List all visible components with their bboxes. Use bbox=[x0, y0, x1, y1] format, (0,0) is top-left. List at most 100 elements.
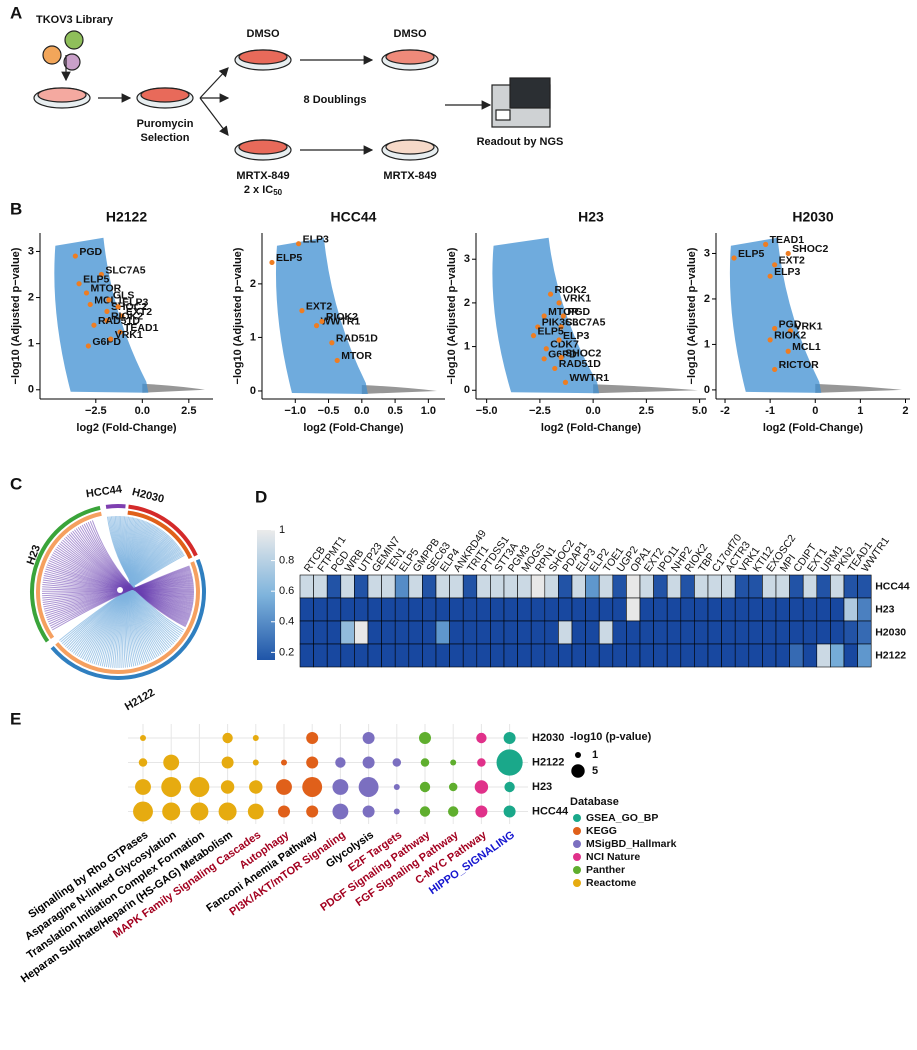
gene-point bbox=[562, 379, 569, 385]
x-tick-label: −0.5 bbox=[318, 405, 340, 417]
bubble bbox=[503, 732, 516, 744]
y-tick-label: 0 bbox=[704, 384, 710, 396]
heatmap-cell bbox=[422, 597, 437, 622]
row-label: HCC44 bbox=[875, 580, 910, 592]
x-tick-label: 0.0 bbox=[585, 405, 600, 417]
y-tick-label: 2 bbox=[464, 297, 470, 309]
gene-label: PGD bbox=[79, 246, 102, 258]
gene-point bbox=[787, 328, 794, 334]
gene-point bbox=[785, 250, 791, 257]
x-tick-label: -1 bbox=[765, 405, 775, 417]
heatmap-cell bbox=[408, 643, 423, 668]
x-tick-label: −1.0 bbox=[284, 405, 306, 417]
heatmap-cell bbox=[830, 574, 845, 599]
bubble bbox=[161, 777, 182, 797]
drug-label: MRTX-849 bbox=[236, 170, 289, 182]
gene-point bbox=[334, 357, 340, 364]
heatmap-cell bbox=[517, 574, 532, 599]
heatmap-cell bbox=[585, 643, 600, 668]
heatmap-cell bbox=[299, 574, 314, 599]
heatmap-cell bbox=[367, 597, 382, 622]
gene-point bbox=[319, 318, 325, 324]
heatmap-cell bbox=[748, 574, 763, 599]
bubble bbox=[474, 780, 489, 794]
heatmap-cell bbox=[435, 620, 450, 645]
gene-point bbox=[530, 333, 537, 339]
gene-point bbox=[535, 324, 541, 330]
gene-point bbox=[763, 241, 769, 247]
heatmap-cell bbox=[571, 597, 586, 622]
heatmap-cell bbox=[598, 643, 614, 668]
gene-point bbox=[72, 253, 78, 259]
bubble bbox=[222, 732, 233, 744]
heatmap-cell bbox=[544, 643, 559, 668]
gene-point bbox=[108, 336, 114, 342]
gene-label: G6PD bbox=[548, 349, 577, 361]
database-label: Panther bbox=[586, 864, 625, 876]
heatmap-cell bbox=[490, 643, 505, 668]
heatmap-cell bbox=[857, 620, 872, 645]
bubble bbox=[162, 802, 181, 821]
heatmap-cell bbox=[639, 643, 654, 668]
heatmap-cell bbox=[490, 597, 505, 622]
database-label: MSigBD_Hallmark bbox=[586, 838, 677, 850]
bubble bbox=[503, 805, 516, 818]
row-label: H23 bbox=[875, 603, 894, 615]
heatmap-cell bbox=[816, 620, 831, 645]
gene-label: ELP3 bbox=[774, 266, 800, 278]
gene-label: EXT2 bbox=[779, 255, 805, 267]
heatmap-cell bbox=[503, 620, 518, 645]
bubble bbox=[419, 732, 431, 744]
size-legend-label: 1 bbox=[592, 749, 598, 761]
gene-point bbox=[85, 343, 91, 349]
schematic-art bbox=[33, 30, 551, 161]
gene-point bbox=[541, 356, 547, 362]
colorbar bbox=[257, 530, 275, 660]
gene-label: MTOR bbox=[341, 350, 372, 362]
heatmap-cell bbox=[394, 574, 410, 599]
x-tick-label: 5.0 bbox=[692, 405, 707, 417]
x-tick-label: 0.5 bbox=[387, 405, 402, 417]
gene-label: PGD bbox=[779, 318, 802, 330]
bubble bbox=[306, 732, 319, 744]
y-tick-label: 0 bbox=[28, 384, 34, 396]
row-label: H2030 bbox=[875, 626, 906, 638]
heatmap-cell bbox=[313, 643, 328, 668]
bubble bbox=[276, 779, 292, 795]
heatmap-cell bbox=[367, 620, 382, 645]
heatmap-cell bbox=[354, 643, 369, 668]
gene-label: RIOK2 bbox=[774, 330, 806, 342]
heatmap-cell bbox=[666, 643, 682, 668]
heatmap-cell bbox=[639, 574, 654, 599]
bubble bbox=[496, 749, 523, 776]
selection-label: Selection bbox=[141, 132, 190, 144]
heatmap-cell bbox=[517, 597, 532, 622]
heatmap-cell bbox=[354, 597, 369, 622]
bubble bbox=[450, 759, 457, 766]
heatmap-cell bbox=[857, 643, 872, 668]
panel-label: D bbox=[255, 487, 267, 506]
gene-point bbox=[560, 313, 566, 319]
sector-arc bbox=[127, 510, 193, 560]
heatmap-cell bbox=[598, 597, 614, 622]
heatmap-cell bbox=[707, 620, 722, 645]
gene-label: RAD51D bbox=[559, 358, 601, 370]
plot-title: HCC44 bbox=[331, 209, 377, 225]
sector-arc bbox=[128, 504, 198, 557]
heatmap-cell bbox=[666, 597, 682, 622]
heatmap-cell bbox=[422, 574, 437, 599]
heatmap-cell bbox=[748, 620, 763, 645]
bubble bbox=[135, 779, 151, 795]
gene-point bbox=[558, 354, 564, 361]
y-tick-label: 1 bbox=[28, 338, 34, 350]
gene-point bbox=[772, 325, 778, 332]
gene-point bbox=[83, 290, 90, 296]
sector-label: H23 bbox=[25, 543, 43, 566]
selection-label: Puromycin bbox=[137, 118, 194, 130]
database-legend-title: Database bbox=[570, 796, 619, 808]
gene-label: ELP3 bbox=[122, 297, 148, 309]
gene-label: VRK1 bbox=[563, 293, 591, 305]
heatmap-cell bbox=[381, 574, 396, 599]
gene-point bbox=[313, 323, 320, 329]
bubble bbox=[477, 758, 486, 767]
